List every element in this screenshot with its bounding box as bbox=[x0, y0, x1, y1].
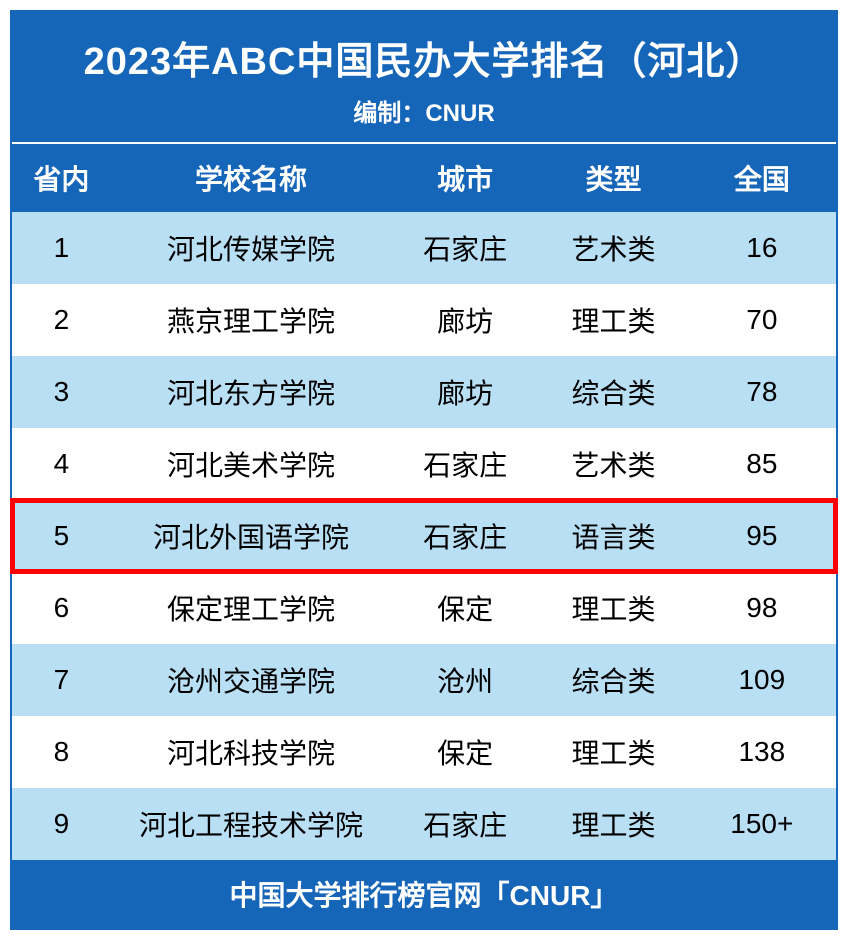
cell-city: 保定 bbox=[391, 716, 539, 788]
cell-national: 16 bbox=[688, 212, 836, 284]
cell-name: 河北科技学院 bbox=[111, 716, 391, 788]
cell-city: 石家庄 bbox=[391, 428, 539, 500]
cell-city: 廊坊 bbox=[391, 284, 539, 356]
cell-name: 燕京理工学院 bbox=[111, 284, 391, 356]
cell-national: 95 bbox=[688, 500, 836, 572]
cell-city: 保定 bbox=[391, 572, 539, 644]
cell-rank: 7 bbox=[12, 644, 111, 716]
col-header-type: 类型 bbox=[539, 143, 687, 212]
cell-national: 150+ bbox=[688, 788, 836, 860]
cell-rank: 8 bbox=[12, 716, 111, 788]
cell-name: 保定理工学院 bbox=[111, 572, 391, 644]
cell-type: 综合类 bbox=[539, 644, 687, 716]
cell-city: 廊坊 bbox=[391, 356, 539, 428]
cell-name: 河北工程技术学院 bbox=[111, 788, 391, 860]
cell-national: 98 bbox=[688, 572, 836, 644]
cell-rank: 1 bbox=[12, 212, 111, 284]
cell-name: 河北传媒学院 bbox=[111, 212, 391, 284]
cell-national: 78 bbox=[688, 356, 836, 428]
cell-type: 综合类 bbox=[539, 356, 687, 428]
table-row: 8河北科技学院保定理工类138 bbox=[12, 716, 836, 788]
cell-rank: 5 bbox=[12, 500, 111, 572]
table-title: 2023年ABC中国民办大学排名（河北） bbox=[22, 30, 826, 85]
table-row: 3河北东方学院廊坊综合类78 bbox=[12, 356, 836, 428]
cell-rank: 9 bbox=[12, 788, 111, 860]
cell-type: 理工类 bbox=[539, 788, 687, 860]
table-row: 7沧州交通学院沧州综合类109 bbox=[12, 644, 836, 716]
col-header-national: 全国 bbox=[688, 143, 836, 212]
table-row: 6保定理工学院保定理工类98 bbox=[12, 572, 836, 644]
cell-name: 河北东方学院 bbox=[111, 356, 391, 428]
cell-city: 石家庄 bbox=[391, 500, 539, 572]
cell-name: 河北外国语学院 bbox=[111, 500, 391, 572]
table-row: 4河北美术学院石家庄艺术类85 bbox=[12, 428, 836, 500]
table-row: 2燕京理工学院廊坊理工类70 bbox=[12, 284, 836, 356]
cell-national: 70 bbox=[688, 284, 836, 356]
cell-city: 石家庄 bbox=[391, 788, 539, 860]
table-header: 2023年ABC中国民办大学排名（河北） 编制：CNUR bbox=[12, 12, 836, 142]
cell-type: 理工类 bbox=[539, 572, 687, 644]
cell-national: 109 bbox=[688, 644, 836, 716]
cell-rank: 2 bbox=[12, 284, 111, 356]
cell-city: 石家庄 bbox=[391, 212, 539, 284]
cell-name: 河北美术学院 bbox=[111, 428, 391, 500]
cell-type: 理工类 bbox=[539, 716, 687, 788]
table-footer: 中国大学排行榜官网「CNUR」 bbox=[12, 860, 836, 928]
cell-national: 85 bbox=[688, 428, 836, 500]
table-column-headers: 省内 学校名称 城市 类型 全国 bbox=[12, 143, 836, 212]
cell-rank: 6 bbox=[12, 572, 111, 644]
ranking-table: 省内 学校名称 城市 类型 全国 1河北传媒学院石家庄艺术类162燕京理工学院廊… bbox=[12, 142, 836, 860]
table-subtitle: 编制：CNUR bbox=[22, 93, 826, 128]
col-header-city: 城市 bbox=[391, 143, 539, 212]
cell-name: 沧州交通学院 bbox=[111, 644, 391, 716]
ranking-table-container: 2023年ABC中国民办大学排名（河北） 编制：CNUR 省内 学校名称 城市 … bbox=[10, 10, 838, 930]
cell-type: 艺术类 bbox=[539, 212, 687, 284]
table-row: 9河北工程技术学院石家庄理工类150+ bbox=[12, 788, 836, 860]
table-row: 5河北外国语学院石家庄语言类95 bbox=[12, 500, 836, 572]
cell-rank: 3 bbox=[12, 356, 111, 428]
cell-city: 沧州 bbox=[391, 644, 539, 716]
cell-type: 语言类 bbox=[539, 500, 687, 572]
cell-national: 138 bbox=[688, 716, 836, 788]
col-header-name: 学校名称 bbox=[111, 143, 391, 212]
cell-type: 艺术类 bbox=[539, 428, 687, 500]
cell-rank: 4 bbox=[12, 428, 111, 500]
cell-type: 理工类 bbox=[539, 284, 687, 356]
table-row: 1河北传媒学院石家庄艺术类16 bbox=[12, 212, 836, 284]
col-header-rank: 省内 bbox=[12, 143, 111, 212]
